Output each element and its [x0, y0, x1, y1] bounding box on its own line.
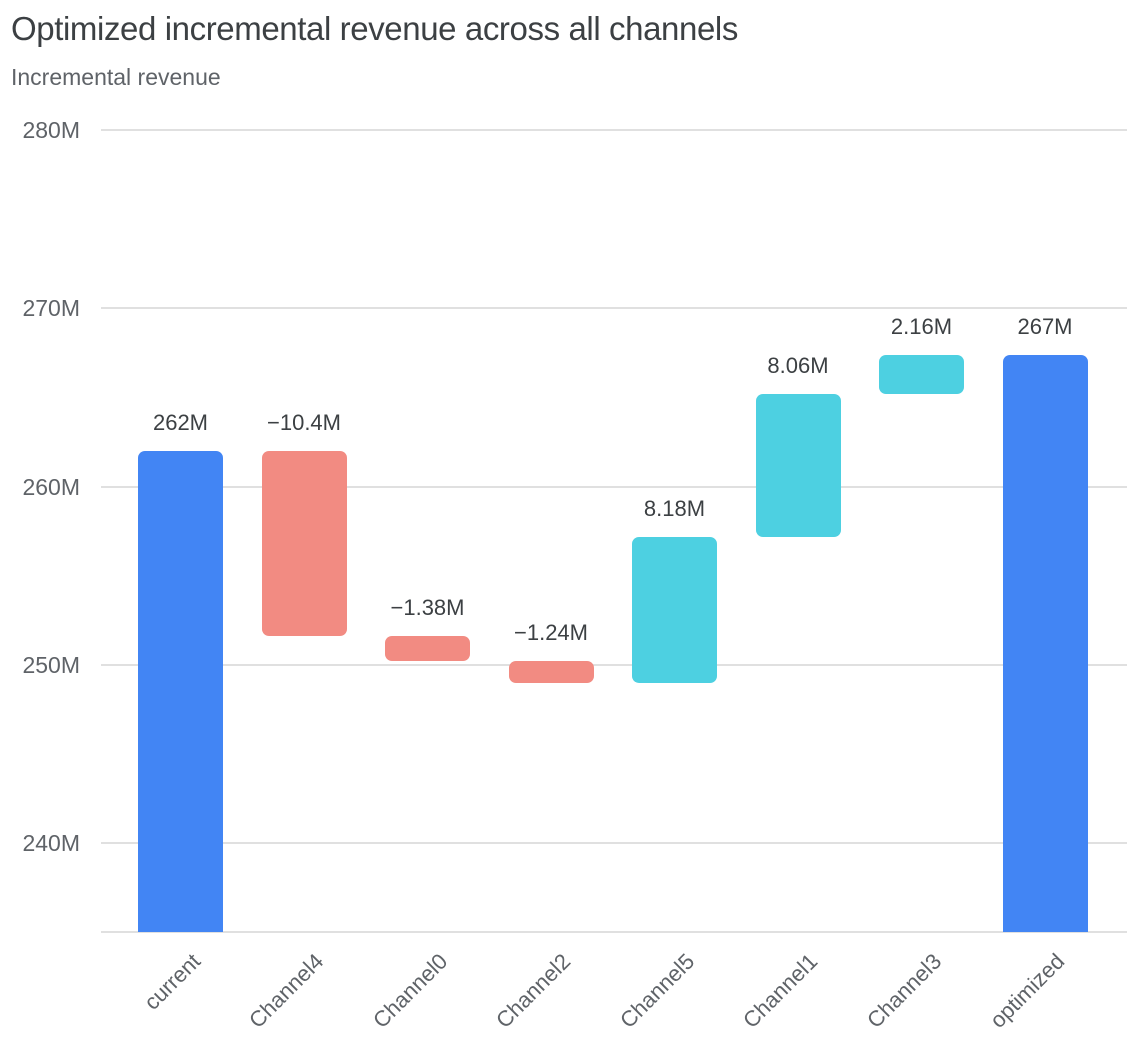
x-tick-label-current: current: [138, 948, 205, 1015]
x-tick-label-channel4: Channel4: [243, 948, 329, 1033]
y-tick-label-250m: 250M: [22, 651, 80, 678]
y-tick-label-240m: 240M: [22, 830, 80, 857]
x-tick-label-optimized: optimized: [985, 948, 1070, 1033]
y-tick-label-260m: 260M: [22, 473, 80, 500]
bar-value-label-channel4: −10.4M: [267, 409, 341, 435]
bar-channel4[interactable]: [261, 450, 347, 637]
y-tick-label-270m: 270M: [22, 295, 80, 322]
x-tick-label-channel0: Channel0: [367, 948, 452, 1033]
bar-value-label-channel3: 2.16M: [890, 314, 953, 339]
bar-value-label-channel2: −1.24M: [514, 619, 588, 645]
y-tick-label-280m: 280M: [22, 117, 80, 143]
bar-channel0[interactable]: [385, 636, 470, 661]
gridline-280m: [101, 129, 1127, 131]
x-axis-baseline: [101, 931, 1127, 934]
x-tick-label-channel5: Channel5: [614, 948, 699, 1033]
bar-optimized[interactable]: [1002, 355, 1088, 933]
gridline-250m: [101, 663, 1127, 666]
y-axis-title: Incremental revenue: [11, 64, 221, 90]
bar-value-label-optimized: 267M: [1017, 314, 1073, 339]
x-tick-label-channel2: Channel2: [490, 948, 576, 1033]
x-tick-label-channel1: Channel1: [737, 948, 823, 1033]
bar-channel2[interactable]: [508, 660, 594, 684]
bar-value-label-channel5: 8.18M: [643, 496, 706, 522]
bar-value-label-channel1: 8.06M: [767, 352, 829, 378]
gridline-260m: [101, 485, 1127, 488]
bar-current[interactable]: [138, 450, 223, 933]
chart-title: Optimized incremental revenue across all…: [11, 10, 738, 47]
x-tick-label-channel3: Channel3: [861, 948, 946, 1033]
gridline-270m: [101, 307, 1127, 310]
bar-value-label-channel0: −1.38M: [390, 595, 465, 621]
bar-channel3[interactable]: [879, 355, 964, 394]
bar-channel1[interactable]: [755, 393, 841, 538]
bar-value-label-current: 262M: [152, 409, 209, 435]
bar-channel5[interactable]: [632, 537, 717, 684]
gridline-240m: [101, 842, 1127, 845]
